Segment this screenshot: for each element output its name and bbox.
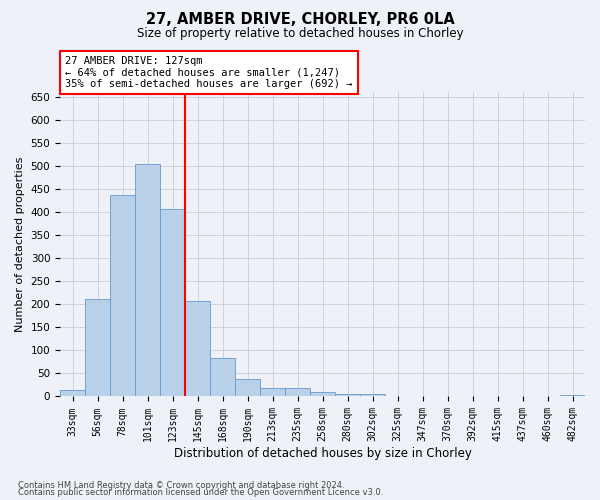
Bar: [160, 208, 185, 396]
Bar: [85, 298, 110, 396]
Bar: [335, 394, 360, 396]
X-axis label: Distribution of detached houses by size in Chorley: Distribution of detached houses by size …: [173, 447, 472, 460]
Text: Size of property relative to detached houses in Chorley: Size of property relative to detached ho…: [137, 28, 463, 40]
Bar: [285, 388, 310, 396]
Bar: [110, 196, 135, 396]
Bar: [560, 394, 585, 396]
Bar: [310, 392, 335, 396]
Y-axis label: Number of detached properties: Number of detached properties: [15, 156, 25, 332]
Text: Contains public sector information licensed under the Open Government Licence v3: Contains public sector information licen…: [18, 488, 383, 497]
Bar: [210, 358, 235, 397]
Text: Contains HM Land Registry data © Crown copyright and database right 2024.: Contains HM Land Registry data © Crown c…: [18, 480, 344, 490]
Bar: [235, 379, 260, 396]
Bar: [135, 164, 160, 396]
Text: 27 AMBER DRIVE: 127sqm
← 64% of detached houses are smaller (1,247)
35% of semi-: 27 AMBER DRIVE: 127sqm ← 64% of detached…: [65, 56, 353, 89]
Text: 27, AMBER DRIVE, CHORLEY, PR6 0LA: 27, AMBER DRIVE, CHORLEY, PR6 0LA: [146, 12, 454, 28]
Bar: [60, 390, 85, 396]
Bar: [260, 388, 285, 396]
Bar: [185, 301, 210, 396]
Bar: [360, 394, 385, 396]
